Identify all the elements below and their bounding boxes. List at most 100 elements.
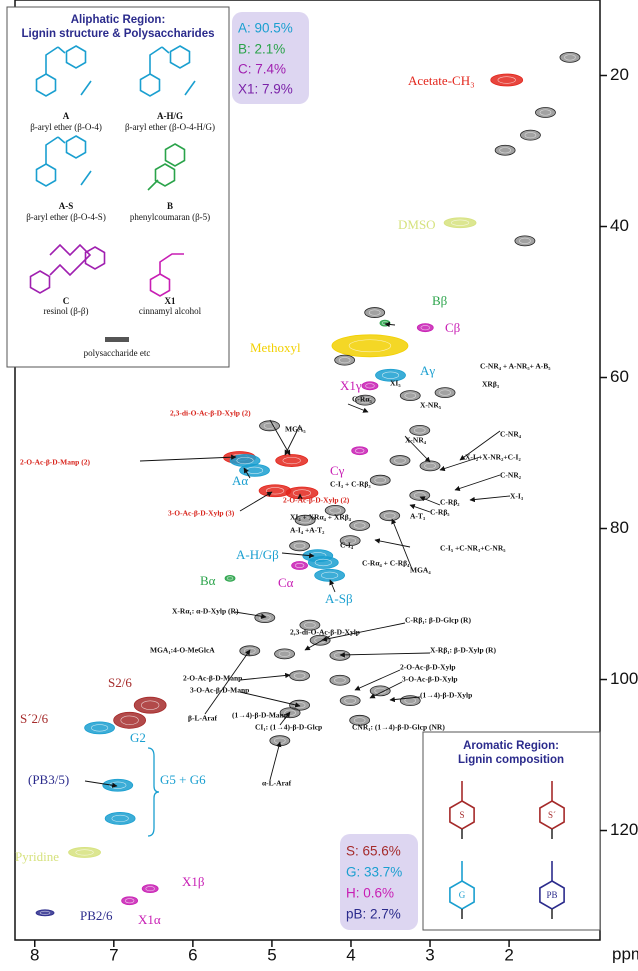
- ring-letter: S´: [548, 810, 556, 820]
- contour: [338, 357, 351, 364]
- bond: [149, 46, 163, 74]
- annotation: G5 + G6: [160, 772, 206, 787]
- annotation: 2-O-Ac-β-D-Xylp (2): [283, 496, 350, 505]
- cross-peak: [329, 674, 351, 686]
- annotation: MGA₄: [410, 566, 431, 575]
- cross-peak: [443, 217, 477, 229]
- bond: [184, 80, 196, 96]
- bond: [45, 136, 59, 164]
- contour: [353, 717, 366, 724]
- annotation: 2,3-di-O-Ac-β-D-Xylp: [290, 628, 360, 637]
- annotation: X1β: [182, 874, 205, 889]
- cross-peak: [141, 884, 159, 894]
- cross-peak: [514, 235, 536, 247]
- arrow: [391, 518, 413, 570]
- aliphatic-inset: Aliphatic Region: Lignin structure & Pol…: [6, 6, 230, 368]
- annotation: X-I₂+X-NR₂+C-I₂: [465, 453, 521, 462]
- structure-caption: β-aryl ether (β-O-4): [30, 122, 102, 132]
- contour: [424, 462, 436, 469]
- cross-peak: [35, 909, 55, 917]
- annotation: 3-O-Ac-β-D-Manp: [190, 686, 249, 695]
- annotation: X-Rα₁: α-D-Xylp (R): [172, 607, 239, 616]
- contour: [539, 109, 552, 116]
- contour: [39, 910, 51, 915]
- annotation: C-I₅ +C-NR₃+C-NR₅: [440, 544, 506, 553]
- cross-peak: [369, 685, 391, 697]
- annotation: XI₄ + XRα₄ + XRβ₄: [290, 513, 352, 522]
- contour: [344, 697, 356, 704]
- contour: [304, 622, 316, 629]
- annotation: PB2/6: [80, 908, 113, 923]
- arrow: [369, 681, 403, 699]
- contour: [91, 724, 109, 732]
- annotation: (1→4)-β-D-Manp: [232, 711, 288, 720]
- cross-peak: [339, 695, 361, 707]
- structure-caption: resinol (β-β): [44, 306, 89, 316]
- ring: [149, 273, 171, 297]
- arrow: [284, 424, 301, 456]
- ring: [35, 73, 57, 97]
- annotation: Cγ: [330, 463, 345, 478]
- annotation: (PB3/5): [28, 772, 69, 787]
- cross-peak: [329, 649, 351, 661]
- cross-peak: [349, 520, 371, 531]
- bond: [45, 46, 59, 74]
- x-tick-label: 6: [188, 945, 197, 964]
- bond: [161, 46, 170, 54]
- arrow: [439, 456, 481, 472]
- ring: [164, 143, 186, 167]
- contour: [524, 132, 537, 139]
- contour: [394, 457, 406, 464]
- cross-peak: [314, 568, 346, 582]
- cross-peak: [299, 619, 321, 631]
- annotation: C-I₄: [340, 541, 354, 550]
- percent: G: 33.7%: [346, 865, 402, 880]
- annotation: C-I₃ + C-Rβ₃: [330, 480, 371, 489]
- annotation: 2-O-Ac-β-D-Manp (2): [20, 458, 90, 467]
- contour: [420, 325, 430, 331]
- ring: [139, 73, 161, 97]
- annotation: X-Rβ₁: β-D-Xylp (R): [430, 646, 496, 655]
- annotation: 3-O-Ac-β-D-Xylp (3): [168, 509, 235, 518]
- annotation: A-Sβ: [325, 591, 353, 606]
- inset-title: Aliphatic Region:: [71, 14, 166, 26]
- contour: [124, 898, 135, 904]
- arrow: [139, 454, 237, 462]
- bond: [80, 170, 92, 186]
- peaks: [35, 51, 581, 917]
- cross-peak: [409, 489, 431, 501]
- annotation: CNR₁: (1→4)-β-D-Glcp (NR): [352, 723, 445, 732]
- cross-peak: [375, 368, 406, 382]
- annotation: DMSO: [398, 217, 436, 232]
- arrow: [419, 496, 441, 506]
- percent: B: 2.1%: [238, 42, 285, 57]
- cross-peak: [416, 323, 434, 333]
- annotation: S´2/6: [20, 711, 49, 726]
- cross-peak: [490, 73, 524, 87]
- contour: [236, 456, 254, 465]
- annotation: C-Rα₄ + C-Rβ₄: [362, 559, 410, 568]
- cross-peak: [419, 460, 441, 472]
- cross-peak: [274, 648, 295, 660]
- y-tick-label: 40: [610, 216, 629, 235]
- y-tick-label: 120: [610, 820, 638, 839]
- arrow: [469, 495, 511, 503]
- cross-peak: [121, 896, 139, 906]
- arrow: [204, 649, 251, 715]
- cross-peak: [389, 455, 411, 466]
- arrow: [269, 741, 282, 781]
- contour: [299, 517, 311, 524]
- annotation: A-I₄ +A-T₂: [290, 526, 325, 535]
- percent-box: [232, 12, 309, 104]
- contour: [120, 715, 139, 725]
- annotation: Pyridine: [15, 849, 59, 864]
- structure-caption: β-aryl ether (β-O-4-S): [26, 212, 106, 222]
- annotation: Methoxyl: [250, 340, 301, 355]
- ring: [154, 163, 176, 187]
- cross-peak: [294, 514, 316, 526]
- bond: [80, 80, 92, 96]
- contour: [383, 512, 396, 519]
- cross-peak: [399, 390, 421, 402]
- annotation: 2-O-Ac-β-D-Manp: [183, 674, 242, 683]
- arrow: [409, 504, 431, 513]
